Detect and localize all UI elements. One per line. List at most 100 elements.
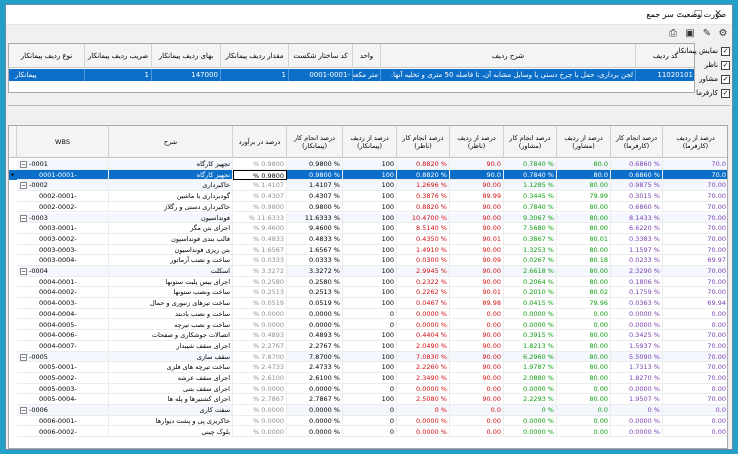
row-indicator[interactable] — [9, 298, 17, 309]
table-row[interactable]: 0004-0004- ساخت و نصب بادبند% 0.0000 0.000… — [9, 308, 727, 320]
table-row[interactable]: ▸ 0001-0001- تجهیز کارگاه% 0.9800 0.9800 % 1… — [9, 169, 727, 181]
row-indicator[interactable]: ▸ — [11, 170, 15, 178]
row-indicator[interactable] — [9, 277, 17, 288]
table-row[interactable]: 0003-0003- بتن ریزی فونداسیون% 1.6567 1.65… — [9, 244, 727, 256]
grid-col-pw[interactable]: درصد انجام کار (پیمانکار) — [287, 126, 343, 158]
table-row[interactable]: 0002-0002- خاکبرداری دستی و رگلاژ% 0.9800… — [9, 201, 727, 213]
grid-col-nr[interactable]: درصد از ردیف (ناظر) — [450, 126, 504, 158]
row-indicator[interactable] — [9, 191, 17, 202]
row-indicator[interactable] — [9, 287, 17, 298]
option-contractor[interactable]: ✓ نمایش پیمانکار — [675, 46, 730, 56]
table-row[interactable]: 0006-0001- خاکریزی پی و پشت دیوارها% 0.00… — [9, 415, 727, 427]
option-employer[interactable]: ✓ کارفرما — [696, 88, 730, 98]
collapse-icon[interactable]: − — [20, 268, 27, 275]
col-contractor-qty[interactable]: مقدار ردیف پیمانکار — [221, 44, 289, 68]
edit-icon[interactable]: ✎ — [702, 28, 712, 39]
grid-col-mr[interactable]: درصد از ردیف (مشاور) — [557, 126, 611, 158]
table-row[interactable]: 0004-0002- ساخت ونصب ستونها% 0.2513 0.2513… — [9, 287, 727, 299]
option-supervisor[interactable]: ✓ ناظر — [704, 60, 730, 70]
table-row[interactable]: 0004-0005- ساخت و نصب تیرچه% 0.0000 0.0000… — [9, 319, 727, 331]
table-row[interactable]: 0003-0004- ساخت و نصب آرماتور% 0.0333 0.03… — [9, 255, 727, 266]
col-unit[interactable]: واحد — [353, 44, 381, 68]
row-indicator[interactable] — [9, 362, 17, 373]
group-row[interactable]: -0003− فونداسیون% 11.6333 11.6333 % 100 10.4… — [9, 212, 727, 224]
table-row[interactable]: 0005-0003- اجرای سقف بتنی% 0.0000 0.0000 %… — [9, 383, 727, 395]
row-indicator[interactable] — [9, 309, 17, 320]
cell-pw: 0.0000 % — [287, 426, 343, 438]
grid-col-nw[interactable]: درصد انجام کار (ناظر) — [397, 126, 450, 158]
row-indicator[interactable] — [9, 223, 17, 234]
row-indicator[interactable] — [9, 330, 17, 341]
row-indicator[interactable] — [9, 255, 17, 266]
group-row[interactable]: -0004− اسکلت% 3.3272 3.3272 % 100 2.9945 % 90… — [9, 266, 727, 277]
grid-col-kw[interactable]: درصد انجام کار (کارفرما) — [611, 126, 663, 158]
checkbox-contractor[interactable]: ✓ — [721, 46, 730, 56]
checkbox-supervisor[interactable]: ✓ — [721, 60, 730, 70]
row-indicator[interactable] — [9, 266, 17, 277]
collapse-icon[interactable]: − — [20, 161, 27, 168]
table-row[interactable]: 0004-0003- ساخت تیرهای زنبوری و حمال% 0.0… — [9, 298, 727, 309]
row-indicator[interactable] — [9, 427, 17, 438]
row-indicator[interactable] — [9, 159, 17, 170]
grid-col-kr[interactable]: درصد از ردیف (کارفرما) — [663, 126, 727, 158]
table-row[interactable]: 0002-0001- گودبرداری با ماشین% 0.4307 0.43… — [9, 191, 727, 202]
group-row[interactable]: -0005− سقف سازی% 7.8700 7.8700 % 100 7.0830 … — [9, 351, 727, 363]
grid-col-desc[interactable]: شرح — [109, 126, 233, 158]
cell-nw: 0.4350 % — [397, 233, 450, 245]
grid-col-pr[interactable]: درصد از ردیف (پیمانکار) — [343, 126, 397, 158]
table-row[interactable]: 0004-0001- اجرای بیس پلیت ستونها% 0.2580 0… — [9, 276, 727, 288]
group-row[interactable]: -0001− تجهیز کارگاه% 0.9800 0.9800 % 100 0.8… — [9, 159, 727, 170]
group-row[interactable]: -0006− سفت کاری% 0.0000 0.0000 % 0 0 % 0.0 0 %… — [9, 405, 727, 416]
table-row[interactable]: 0006-0002- بلوک چینی% 0.0000 0.0000 % 0 0.00… — [9, 426, 727, 438]
table-row[interactable]: 0005-0002- اجرای سقف عرشه% 2.6100 2.6100 %… — [9, 373, 727, 384]
group-row[interactable]: -0002− خاکبرداری% 1.4107 1.4107 % 100 1.2696… — [9, 180, 727, 192]
row-indicator[interactable] — [9, 416, 17, 427]
selected-item-row[interactable]: 11020101 لجن برداری، حمل با چرخ دستی یا … — [9, 69, 694, 81]
cell-wbs: -0005− — [17, 351, 109, 363]
row-indicator[interactable] — [9, 180, 17, 191]
col-contractor-type[interactable]: نوع ردیف پیمانکار — [9, 44, 85, 68]
row-indicator[interactable] — [9, 405, 17, 416]
row-indicator[interactable] — [9, 341, 17, 352]
col-contractor-coef[interactable]: ضریب ردیف پیمانکار — [85, 44, 152, 68]
table-row[interactable]: 0003-0001- اجرای بتن مگر% 9.4600 9.4600 % 1… — [9, 223, 727, 234]
col-item-code[interactable]: کد ردیف — [636, 44, 694, 68]
option-consultant[interactable]: ✓ مشاور — [699, 74, 730, 84]
col-contractor-price[interactable]: بهای ردیف پیمانکار — [152, 44, 221, 68]
row-indicator[interactable] — [9, 384, 17, 395]
grid-col-mw[interactable]: درصد انجام کار (مشاور) — [504, 126, 557, 158]
collapse-icon[interactable]: − — [20, 214, 27, 222]
row-indicator[interactable] — [9, 320, 17, 331]
print-icon[interactable]: ⎙ — [669, 28, 677, 39]
col-wbs-code[interactable]: کد ساختار شکست — [289, 44, 353, 68]
splitter[interactable] — [8, 105, 730, 119]
minimize-icon[interactable]: – — [677, 9, 683, 19]
maximize-icon[interactable]: □ — [693, 9, 703, 19]
row-indicator[interactable] — [9, 213, 17, 224]
row-indicator[interactable] — [9, 352, 17, 363]
grid-col-est[interactable]: درصد در برآورد — [233, 126, 287, 158]
row-indicator[interactable] — [9, 373, 17, 384]
table-row[interactable]: 0004-0007- اجرای سقف شیبدار% 2.2767 2.2767… — [9, 340, 727, 352]
collapse-icon[interactable]: − — [20, 407, 27, 415]
row-indicator[interactable] — [9, 245, 17, 256]
col-item-desc[interactable]: شرح ردیف — [381, 44, 636, 68]
save-icon[interactable]: ▣ — [685, 28, 695, 39]
checkbox-consultant[interactable]: ✓ — [721, 74, 730, 84]
cell-desc: قالب بندی فونداسیون — [109, 233, 233, 245]
checkbox-employer[interactable]: ✓ — [721, 88, 730, 98]
tools-icon[interactable]: ⚙ — [718, 28, 728, 39]
table-row[interactable]: 0005-0001- ساخت تیرچه های فلزی% 2.4733 2.4… — [9, 362, 727, 373]
close-icon[interactable]: ✕ — [714, 9, 722, 19]
row-indicator[interactable] — [9, 234, 17, 245]
table-row[interactable]: 0005-0004- اجرای کشتیرها و پله ها% 2.7867… — [9, 394, 727, 406]
cell-kw: 1.1597 % — [611, 244, 663, 256]
row-indicator[interactable] — [9, 394, 17, 405]
collapse-icon[interactable]: − — [20, 353, 27, 361]
collapse-icon[interactable]: − — [20, 182, 27, 190]
table-row[interactable]: 0004-0006- اتصالات جوشکاری و صفحات% 0.489… — [9, 330, 727, 341]
cell-nw: 0.3876 % — [397, 191, 450, 202]
grid-col-wbs[interactable]: WBS — [17, 126, 109, 158]
table-row[interactable]: 0003-0002- قالب بندی فونداسیون% 0.4833 0.4… — [9, 233, 727, 245]
row-indicator[interactable] — [9, 202, 17, 213]
